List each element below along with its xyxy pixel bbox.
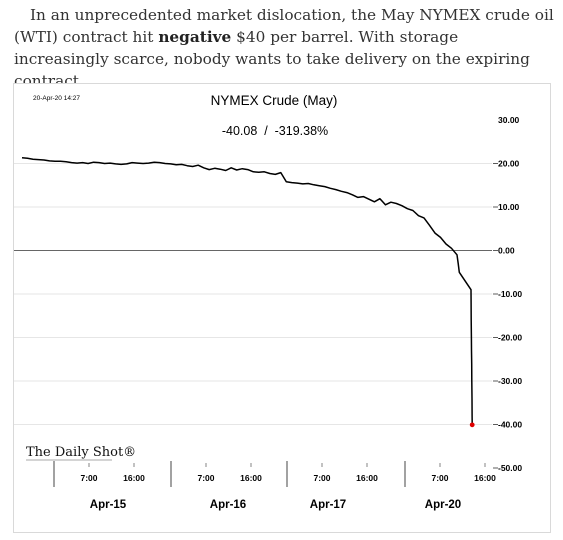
y-tick-label: 30.00 xyxy=(498,115,520,125)
x-tick-label: 7:00 xyxy=(80,473,97,483)
last-price-marker xyxy=(469,422,475,428)
intro-paragraph: In an unprecedented market dislocation, … xyxy=(14,4,554,92)
crude-price-chart: 30.00 20.00 10.00 0.00 -10.00 -20.00 -30.00 -40… xyxy=(14,93,522,511)
line-layer xyxy=(21,157,475,428)
chart-title: NYMEX Crude (May) xyxy=(211,93,338,108)
y-tick-label: -40.00 xyxy=(498,420,522,430)
intro-text-bold: negative xyxy=(158,28,232,46)
x-tick-label: 16:00 xyxy=(474,473,496,483)
intro-text-pre: In an unprecedented market dislocation, … xyxy=(14,6,554,46)
x-tick-label: 7:00 xyxy=(431,473,448,483)
day-label: Apr-20 xyxy=(425,499,461,511)
day-label: Apr-17 xyxy=(310,499,346,511)
grid-layer xyxy=(14,163,492,425)
chart-timestamp: 20-Apr-20 14:27 xyxy=(33,95,80,102)
x-tick-label: 16:00 xyxy=(123,473,145,483)
y-tick-label: 10.00 xyxy=(498,202,520,212)
intro-text-post: $40 per barrel. With storage increasingl… xyxy=(14,28,530,90)
y-tick-label: 0.00 xyxy=(498,246,515,256)
x-tick-label: 7:00 xyxy=(313,473,330,483)
axis-layer: 30.00 20.00 10.00 0.00 -10.00 -20.00 -30.00 -40… xyxy=(53,115,522,511)
y-tick-label: -10.00 xyxy=(498,289,522,299)
y-tick-label: -50.00 xyxy=(498,463,522,473)
y-tick-label: -30.00 xyxy=(498,376,522,386)
x-tick-label: 16:00 xyxy=(356,473,378,483)
x-tick-label: 7:00 xyxy=(197,473,214,483)
chart-subtitle: -40.08 / -319.38% xyxy=(222,124,328,138)
y-tick-label: 20.00 xyxy=(498,159,520,169)
x-tick-label: 16:00 xyxy=(240,473,262,483)
y-tick-label: -20.00 xyxy=(498,333,522,343)
chart-frame: 30.00 20.00 10.00 0.00 -10.00 -20.00 -30.00 -40… xyxy=(13,83,551,533)
price-line xyxy=(21,157,473,425)
watermark-logo: The Daily Shot® xyxy=(26,445,136,460)
day-label: Apr-15 xyxy=(90,499,127,511)
day-label: Apr-16 xyxy=(210,499,246,511)
